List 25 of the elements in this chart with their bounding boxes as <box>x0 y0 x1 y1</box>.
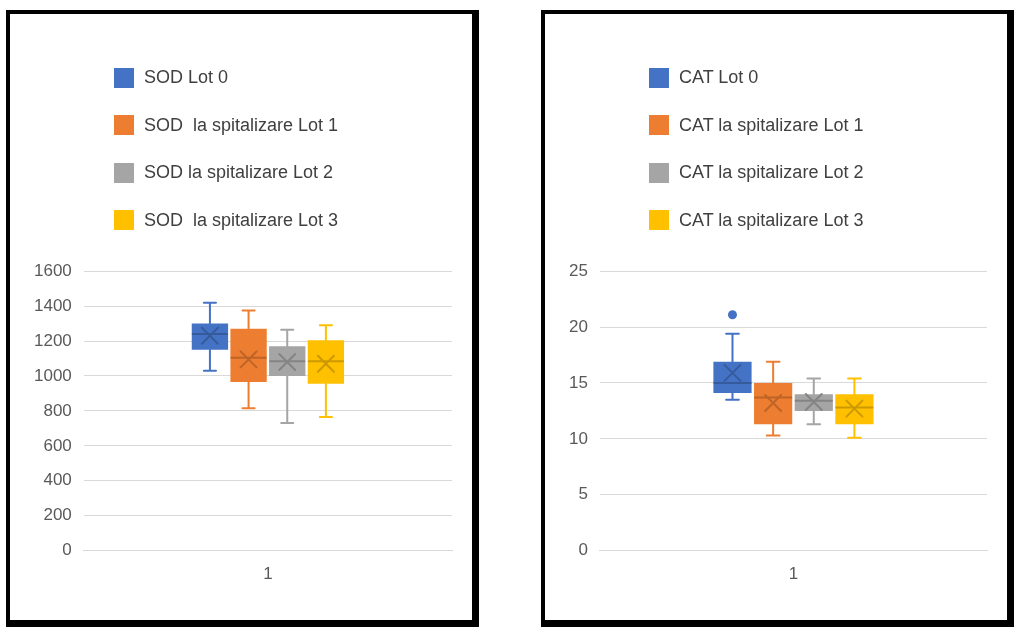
x-tick-label: 1 <box>263 564 273 584</box>
y-tick-label: 400 <box>43 470 72 490</box>
y-tick-label: 1000 <box>33 365 72 385</box>
legend-label: SOD la spitalizare Lot 2 <box>144 162 334 184</box>
y-tick-label: 0 <box>578 540 588 560</box>
y-tick-label: 800 <box>43 400 72 420</box>
legend-label: CAT la spitalizare Lot 3 <box>679 209 864 231</box>
y-tick-label: 10 <box>568 428 588 448</box>
y-tick-label: 600 <box>43 435 72 455</box>
legend-label: CAT la spitalizare Lot 2 <box>679 162 864 184</box>
y-tick-label: 200 <box>43 505 72 525</box>
x-tick-label: 1 <box>788 564 799 584</box>
y-tick-label: 0 <box>62 540 72 560</box>
y-tick-label: 5 <box>578 484 588 504</box>
y-tick-label: 25 <box>568 260 588 280</box>
y-tick-label: 1600 <box>33 260 72 280</box>
y-tick-label: 15 <box>568 372 588 392</box>
y-tick-label: 1200 <box>33 330 72 350</box>
legend-label: CAT la spitalizare Lot 1 <box>679 114 864 136</box>
y-tick-label: 1400 <box>33 295 72 315</box>
legend-label: SOD la spitalizare Lot 3 <box>144 209 339 231</box>
legend-label: SOD Lot 0 <box>144 67 229 89</box>
legend-label: SOD la spitalizare Lot 1 <box>144 114 339 136</box>
legend-label: CAT Lot 0 <box>679 67 759 89</box>
y-tick-label: 20 <box>568 316 588 336</box>
